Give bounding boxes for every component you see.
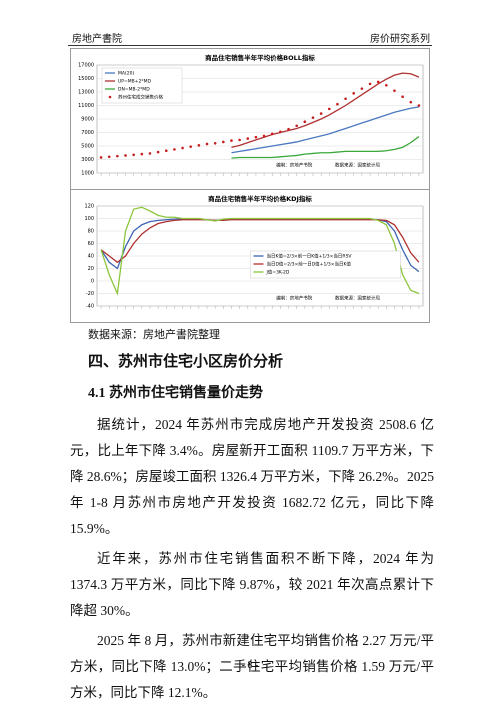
paragraph: 近年来，苏州市住宅销售面积不断下降，2024 年为 1374.3 万平方米，同比…: [70, 551, 434, 618]
y-tick-label: 80: [88, 229, 94, 235]
page-number: - 8 -: [241, 660, 259, 671]
data-point: [262, 134, 266, 138]
chart-note: 数据来源：国家统计局: [335, 295, 380, 302]
y-tick-label: 120: [84, 204, 94, 210]
data-point: [213, 142, 217, 145]
y-tick-label: 0: [91, 279, 94, 285]
data-point: [140, 152, 144, 156]
data-point: [303, 120, 307, 123]
data-point: [385, 83, 388, 87]
legend-label: UP=MB+2*MD: [118, 79, 152, 85]
data-point: [246, 137, 250, 140]
data-point: [238, 138, 241, 142]
legend-box: [250, 250, 401, 279]
legend-label: DN=MB-2*MD: [118, 87, 150, 93]
series-line: [231, 72, 420, 148]
data-point: [327, 107, 331, 111]
chart-note: 编制：房地产书院: [276, 295, 312, 302]
section-title: 四、苏州市住宅小区房价分析: [88, 354, 284, 370]
paragraph: 据统计，2024 年苏州市完成房地产开发投资 2508.6 亿元，比上年下降 3…: [70, 417, 434, 536]
data-point: [116, 154, 119, 158]
data-point: [156, 150, 160, 154]
data-point: [124, 154, 127, 157]
paragraph: 2025 年 8 月，苏州市新建住宅平均销售价格 2.27 万元/平方米，同比下…: [70, 633, 434, 700]
data-point: [311, 116, 315, 119]
y-tick-label: 9000: [81, 117, 94, 123]
data-point: [360, 87, 364, 90]
data-point: [393, 89, 396, 92]
chart-note: 数据来源：国家统计局: [335, 162, 380, 169]
data-point: [319, 112, 323, 115]
data-point: [254, 135, 258, 139]
legend-box: [101, 67, 183, 104]
kdj-chart: 商品住宅销售半年平均价格KDJ指标 -40 -20 0 20 40 60 80 100 120 当日…: [70, 189, 430, 323]
legend-label: MA(20): [118, 71, 134, 77]
chart-note: 编制：房地产书院: [276, 162, 312, 169]
y-tick-label: 3000: [81, 157, 94, 163]
y-tick-label: 5000: [81, 144, 94, 150]
legend-label: J值=3K-2D: [265, 269, 289, 276]
data-point: [417, 104, 421, 107]
data-point: [295, 124, 298, 128]
data-point: [197, 144, 201, 147]
series-line: [100, 219, 420, 264]
y-tick-label: 20: [88, 266, 94, 272]
data-point: [181, 146, 184, 150]
data-point: [148, 152, 152, 155]
data-point: [376, 80, 380, 84]
legend-label: 苏州住宅成交销售价格: [118, 94, 163, 101]
data-point: [230, 139, 233, 142]
data-point: [173, 148, 176, 151]
y-tick-label: 7000: [81, 130, 94, 136]
y-tick-label: -20: [86, 291, 94, 297]
y-tick-label: 11000: [78, 103, 94, 109]
legend-label: 当日K值=2/3×前一日K值+1/3×当日RSV: [266, 253, 352, 260]
y-tick-label: -40: [86, 304, 94, 310]
series-line: [100, 206, 420, 296]
data-point: [99, 156, 103, 159]
data-point: [368, 82, 372, 86]
y-tick-label: 40: [88, 254, 94, 260]
data-point: [107, 155, 111, 159]
legend-marker: [108, 95, 112, 99]
chart-title: 商品住宅销售半年平均价格KDJ指标: [208, 194, 312, 203]
header-right: 房价研究系列: [370, 34, 430, 45]
series-line: [231, 106, 420, 154]
y-tick-label: 60: [88, 241, 94, 247]
data-point: [401, 95, 404, 99]
boll-chart: 商品住宅销售半年平均价格BOLL指标 1000 3000 5000 7000 9000 11…: [70, 48, 430, 190]
data-point: [164, 149, 168, 153]
chart-title: 商品住宅销售半年平均价格BOLL指标: [205, 53, 315, 62]
data-point: [344, 97, 347, 101]
body-text: 据统计，2024 年苏州市完成房地产开发投资 2508.6 亿元，比上年下降 3…: [70, 412, 434, 710]
figure-source: 数据来源：房地产書院整理: [88, 329, 220, 341]
header-left: 房地产書院: [72, 34, 122, 45]
data-point: [222, 140, 225, 144]
y-tick-label: 1000: [81, 171, 94, 177]
series-line: [231, 136, 420, 159]
data-point: [287, 127, 290, 131]
y-tick-label: 15000: [78, 76, 94, 82]
subsection-title: 4.1 苏州市住宅销售量价走势: [88, 386, 263, 401]
data-point: [205, 142, 209, 146]
header-rule: [68, 45, 432, 46]
data-point: [132, 153, 135, 157]
y-tick-label: 17000: [78, 63, 94, 69]
y-tick-label: 13000: [78, 90, 94, 96]
data-point: [189, 145, 193, 148]
data-point: [409, 100, 413, 104]
y-tick-label: 100: [84, 216, 94, 222]
legend-label: 当日D值=2/3×前一日D值+1/3×当日K值: [266, 261, 351, 268]
data-point: [336, 102, 339, 106]
data-point: [270, 132, 274, 136]
data-point: [279, 130, 282, 134]
data-point: [352, 92, 356, 95]
